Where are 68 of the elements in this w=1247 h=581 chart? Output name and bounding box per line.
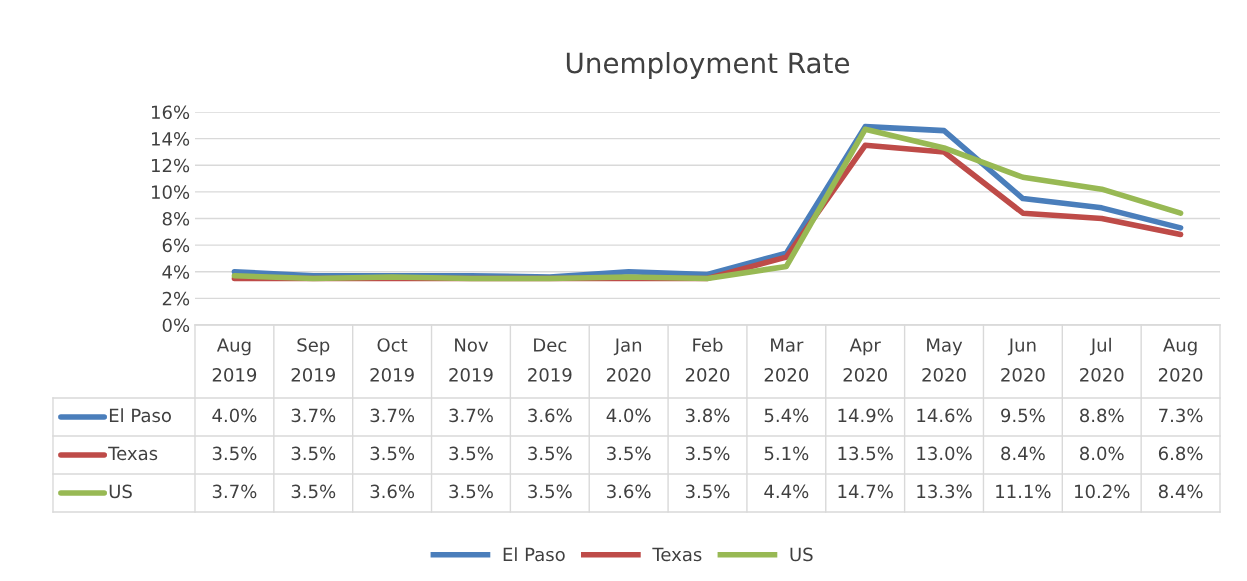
data-label: 13.5%: [838, 446, 893, 461]
x-tick-label: Dec 2019: [528, 338, 572, 382]
data-label: 3.6%: [370, 484, 415, 499]
data-label: 3.5%: [685, 446, 730, 461]
y-tick-label: 8%: [162, 211, 190, 226]
data-label: 6.8%: [1158, 446, 1203, 461]
data-label: 13.3%: [917, 484, 972, 499]
y-tick-label: 4%: [162, 265, 190, 279]
data-label: 3.5%: [449, 446, 493, 461]
data-label: 3.6%: [528, 408, 572, 423]
data-label: 14.9%: [838, 408, 893, 423]
data-label: 3.7%: [449, 408, 493, 423]
data-label: 13.0%: [917, 446, 972, 461]
x-tick-label: Jul 2020: [1080, 337, 1124, 382]
x-tick-label: Jan 2020: [607, 338, 651, 382]
data-label: 5.1%: [764, 446, 809, 461]
y-tick-label: 0%: [162, 318, 190, 333]
data-label: 3.8%: [685, 408, 730, 423]
x-tick-label: Aug 2020: [1158, 338, 1203, 382]
data-label: 3.5%: [449, 484, 493, 499]
data-label: 10.2%: [1075, 484, 1130, 499]
data-label: 3.6%: [607, 484, 651, 499]
x-tick-label: Jun 2020: [1001, 338, 1045, 382]
data-label: 7.3%: [1159, 408, 1203, 423]
data-label: 3.5%: [528, 484, 572, 499]
data-label: 3.5%: [607, 446, 651, 461]
data-label: 5.4%: [764, 408, 809, 423]
data-label: 14.7%: [838, 484, 893, 499]
x-tick-label: Oct 2019: [370, 338, 414, 382]
data-label: 8.8%: [1080, 408, 1124, 423]
y-tick-label: 16%: [151, 105, 190, 120]
data-label: 8.4%: [1158, 484, 1203, 499]
x-tick-label: Mar 2020: [764, 338, 809, 382]
text: Texas: [652, 547, 702, 562]
data-label: 3.5%: [212, 446, 257, 461]
x-tick-label: May 2020: [922, 338, 966, 382]
x-tick-label: Feb 2020: [685, 337, 730, 382]
data-label: 4.4%: [764, 484, 809, 499]
data-label: 3.7%: [370, 408, 415, 423]
data-label: 3.5%: [291, 446, 336, 461]
data-label: 3.5%: [528, 446, 572, 461]
data-label: 8.4%: [1001, 446, 1045, 461]
x-tick-label: Sep 2019: [291, 338, 335, 382]
legend-label: El Paso: [109, 408, 171, 423]
y-tick-label: 10%: [151, 185, 190, 199]
data-label: 3.5%: [685, 484, 730, 499]
x-tick-label: Apr 2020: [843, 338, 887, 382]
data-label: 14.6%: [917, 408, 972, 423]
data-label: 3.5%: [291, 484, 336, 499]
x-tick-label: Aug 2019: [212, 338, 257, 382]
data-label: 3.5%: [370, 446, 415, 461]
text: US: [790, 547, 813, 562]
data-label: 9.5%: [1001, 408, 1045, 423]
chart-title: Unemployment Rate: [566, 52, 850, 79]
y-tick-label: 6%: [162, 238, 190, 253]
data-label: 4.0%: [212, 408, 257, 423]
data-label: 3.7%: [291, 408, 336, 423]
x-tick-label: Nov 2019: [449, 338, 493, 382]
text: El Paso: [503, 547, 565, 562]
data-label: 3.7%: [212, 484, 257, 499]
data-label: 8.0%: [1080, 446, 1124, 461]
data-label: 4.0%: [606, 408, 651, 423]
y-tick-label: 12%: [151, 158, 190, 173]
y-tick-label: 14%: [151, 132, 190, 146]
legend-label: US: [109, 484, 132, 499]
legend-label: Texas: [108, 446, 158, 461]
y-tick-label: 2%: [162, 291, 190, 306]
data-label: 11.1%: [996, 484, 1051, 499]
